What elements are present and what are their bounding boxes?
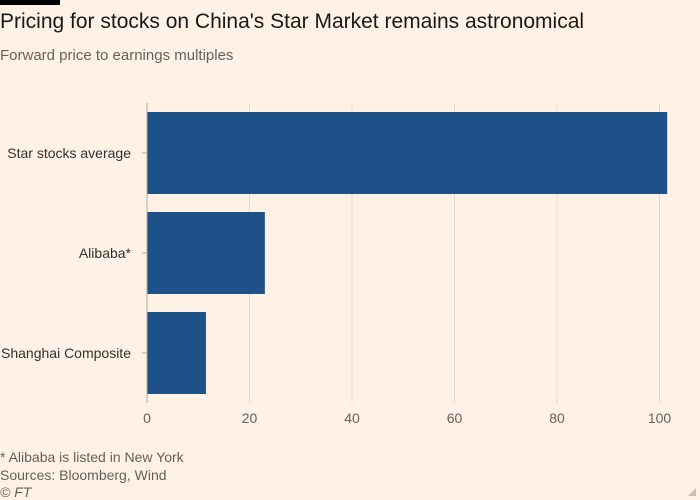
x-tick-label: 60 [447, 410, 463, 426]
brand-bar [0, 0, 60, 5]
category-label: Star stocks average [7, 145, 131, 161]
x-tick-label: 40 [344, 410, 360, 426]
x-tick-label: 0 [143, 410, 151, 426]
bar [147, 212, 265, 294]
copyright-note: © FT [0, 484, 32, 500]
category-label: Alibaba* [79, 245, 132, 261]
chart-subtitle: Forward price to earnings multiples [0, 47, 234, 64]
x-tick-label: 80 [549, 410, 565, 426]
bar [147, 112, 668, 194]
bar-chart: 0 20 40 60 80 100 Star stocks average Alibaba* S… [1, 103, 672, 426]
chart-title: Pricing for stocks on China's Star Marke… [0, 10, 585, 33]
footnote: * Alibaba is listed in New York [0, 449, 184, 465]
bar [147, 312, 206, 394]
x-tick-label: 100 [648, 410, 672, 426]
x-tick-label: 20 [242, 410, 258, 426]
resize-corner-icon [688, 488, 696, 496]
category-label: Shanghai Composite [1, 345, 131, 361]
sources-note: Sources: Bloomberg, Wind [0, 467, 167, 483]
